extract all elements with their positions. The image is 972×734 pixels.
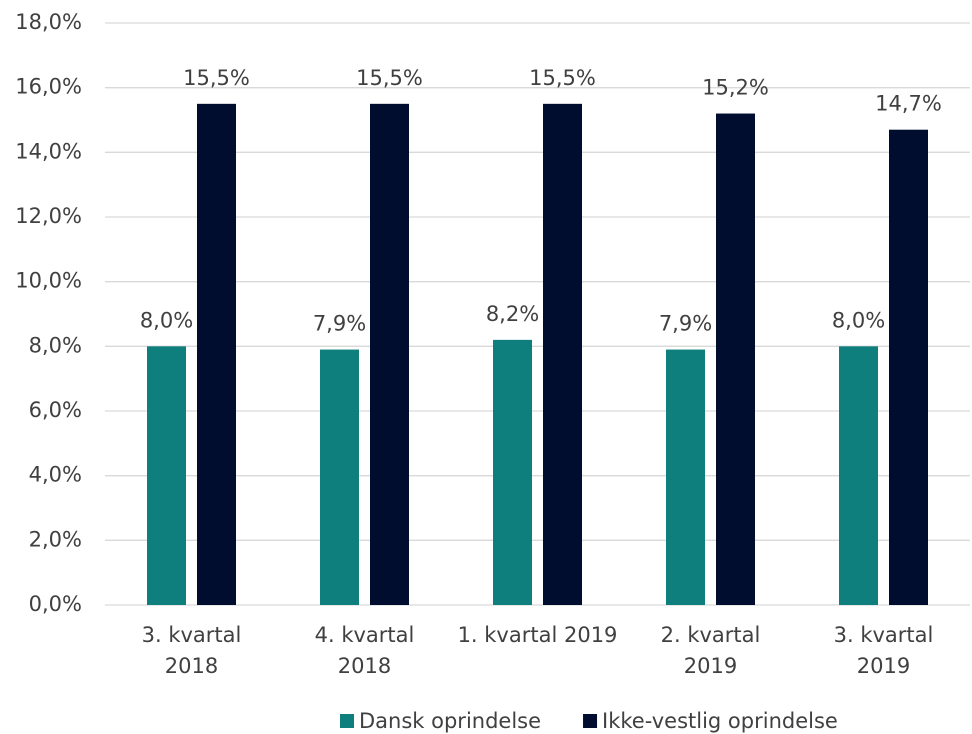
- x-tick-label: 3. kvartal 2018: [142, 623, 242, 678]
- bar: [666, 349, 705, 605]
- data-label: 14,7%: [875, 92, 942, 116]
- data-label: 8,0%: [140, 308, 193, 332]
- data-label: 8,2%: [486, 302, 539, 326]
- data-label: 15,5%: [529, 66, 596, 90]
- y-tick-label: 4,0%: [29, 463, 82, 487]
- x-tick-label: 1. kvartal 2019: [458, 623, 618, 647]
- y-tick-label: 10,0%: [15, 269, 82, 293]
- data-label: 7,9%: [659, 312, 712, 336]
- data-label: 15,5%: [183, 66, 250, 90]
- bar: [147, 346, 186, 605]
- y-tick-label: 12,0%: [15, 204, 82, 228]
- x-tick-label: 2. kvartal 2019: [661, 623, 761, 678]
- y-tick-label: 6,0%: [29, 398, 82, 422]
- bar: [543, 103, 582, 605]
- data-label: 15,2%: [702, 76, 769, 100]
- bar: [716, 113, 755, 606]
- legend-swatch: [340, 714, 354, 728]
- y-tick-label: 0,0%: [29, 592, 82, 616]
- bar: [839, 346, 878, 605]
- bar: [493, 339, 532, 605]
- y-tick-label: 14,0%: [15, 139, 82, 163]
- y-tick-label: 16,0%: [15, 75, 82, 99]
- legend-label: Ikke-vestlig oprindelse: [602, 709, 838, 733]
- data-label: 7,9%: [313, 312, 366, 336]
- y-tick-label: 2,0%: [29, 527, 82, 551]
- bar: [197, 103, 236, 605]
- y-tick-label: 8,0%: [29, 333, 82, 357]
- bar: [889, 129, 928, 605]
- x-tick-label: 3. kvartal 2019: [834, 623, 934, 678]
- bar: [320, 349, 359, 605]
- data-label: 15,5%: [356, 66, 423, 90]
- bar: [370, 103, 409, 605]
- y-tick-label: 18,0%: [15, 10, 82, 34]
- x-tick-label: 4. kvartal 2018: [315, 623, 415, 678]
- legend-swatch: [583, 714, 598, 728]
- data-label: 8,0%: [832, 308, 885, 332]
- legend-label: Dansk oprindelse: [359, 709, 541, 733]
